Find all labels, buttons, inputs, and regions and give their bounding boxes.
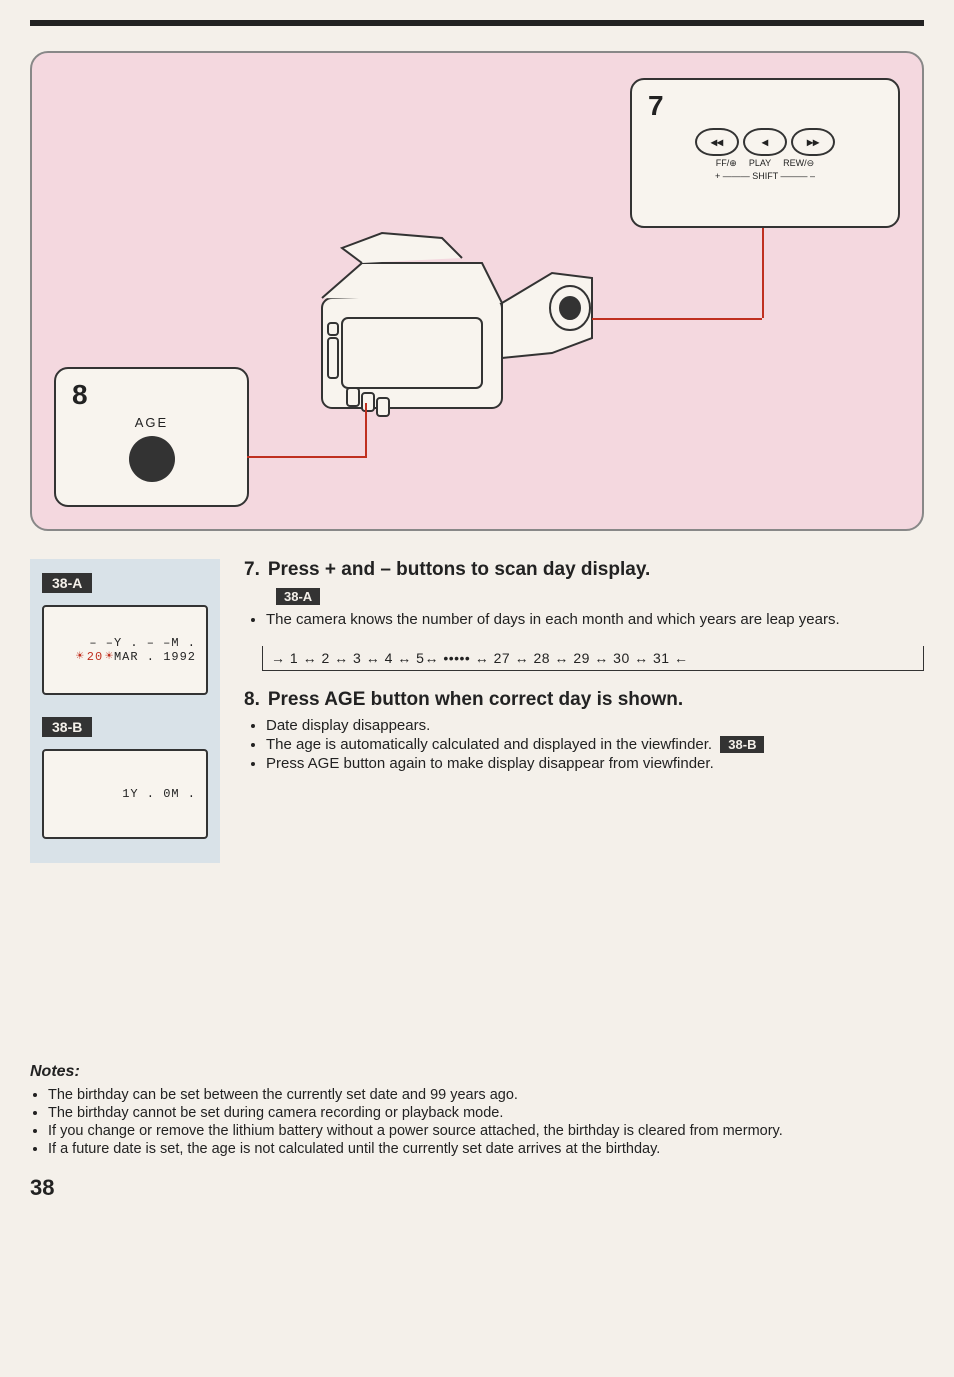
vf-age-line: 1Y . 0M . [122, 787, 196, 801]
rew-label: REW/⊖ [783, 158, 814, 169]
age-button[interactable] [129, 436, 175, 482]
transport-buttons: ◂◂ ◂ ▸▸ [648, 128, 882, 156]
badge-38b: 38-B [42, 717, 92, 737]
viewfinder-38b: 1Y . 0M . [42, 749, 208, 839]
step-7-badge: 38-A [276, 588, 320, 605]
top-rule [30, 20, 924, 26]
callout-7: 7 ◂◂ ◂ ▸▸ FF/⊕ PLAY REW/⊖ + ——— SHIFT ——… [630, 78, 900, 228]
page-number: 38 [30, 1175, 924, 1201]
shift-label: + ——— SHIFT ——— – [648, 171, 882, 181]
blink-icon: ☀ [105, 652, 114, 662]
step-8-heading: 8. Press AGE button when correct day is … [244, 689, 924, 711]
step-7-heading: 7. Press + and – buttons to scan day dis… [244, 559, 924, 581]
note-1: The birthday can be set between the curr… [48, 1087, 924, 1103]
vf-date-rest: MAR . 1992 [114, 650, 196, 664]
step-7-num: 7. [244, 559, 260, 581]
step-8-bullet-2-text: The age is automatically calculated and … [266, 736, 712, 753]
camcorder-illustration [292, 203, 622, 443]
callout-8: 8 AGE [54, 367, 249, 507]
day-scan-sequence: → 1 ↔ 2 ↔ 3 ↔ 4 ↔ 5↔ ••••• ↔ 27 ↔ 28 ↔ 2… [262, 646, 924, 671]
step-8-bullet-3: Press AGE button again to make display d… [266, 755, 924, 772]
blinking-day: ☀ 20 ☀ [76, 650, 114, 664]
vf-line-ym: – –Y . – –M . [89, 636, 196, 650]
viewfinder-38a: – –Y . – –M . ☀ 20 ☀ MAR . 1992 [42, 605, 208, 695]
callout-line-7 [762, 228, 764, 318]
note-2: The birthday cannot be set during camera… [48, 1105, 924, 1121]
content-row: 38-A – –Y . – –M . ☀ 20 ☀ MAR . 1992 38-… [30, 559, 924, 863]
note-3: If you change or remove the lithium batt… [48, 1123, 924, 1139]
notes-section: Notes: The birthday can be set between t… [30, 1063, 924, 1157]
diagram-panel: 7 ◂◂ ◂ ▸▸ FF/⊕ PLAY REW/⊖ + ——— SHIFT ——… [30, 51, 924, 531]
instructions: 7. Press + and – buttons to scan day dis… [244, 559, 924, 863]
step-7-title: Press + and – buttons to scan day displa… [268, 559, 650, 581]
ff-label: FF/⊕ [716, 158, 737, 169]
badge-38a: 38-A [42, 573, 92, 593]
vf-line-date: ☀ 20 ☀ MAR . 1992 [76, 650, 196, 664]
callout-line-7 [592, 318, 762, 320]
ff-button[interactable]: ▸▸ [791, 128, 835, 156]
callout-8-number: 8 [72, 379, 88, 411]
callout-line-8 [247, 456, 367, 458]
step-8-title: Press AGE button when correct day is sho… [268, 689, 683, 711]
age-label: AGE [135, 415, 168, 430]
transport-labels: FF/⊕ PLAY REW/⊖ [648, 158, 882, 169]
step-8-badge: 38-B [720, 736, 764, 753]
callout-line-8 [365, 403, 367, 458]
note-4: If a future date is set, the age is not … [48, 1141, 924, 1157]
notes-heading: Notes: [30, 1063, 924, 1081]
play-label: PLAY [749, 158, 771, 169]
viewfinder-sidebar: 38-A – –Y . – –M . ☀ 20 ☀ MAR . 1992 38-… [30, 559, 220, 863]
blink-icon: ☀ [76, 652, 85, 662]
rew-button[interactable]: ◂◂ [695, 128, 739, 156]
step-8-num: 8. [244, 689, 260, 711]
play-button[interactable]: ◂ [743, 128, 787, 156]
callout-7-number: 7 [648, 90, 882, 122]
step-8-bullet-1: Date display disappears. [266, 717, 924, 734]
step-8-bullet-2: The age is automatically calculated and … [266, 736, 924, 754]
step-7-bullet: The camera knows the number of days in e… [266, 611, 924, 628]
blink-value: 20 [87, 650, 103, 664]
